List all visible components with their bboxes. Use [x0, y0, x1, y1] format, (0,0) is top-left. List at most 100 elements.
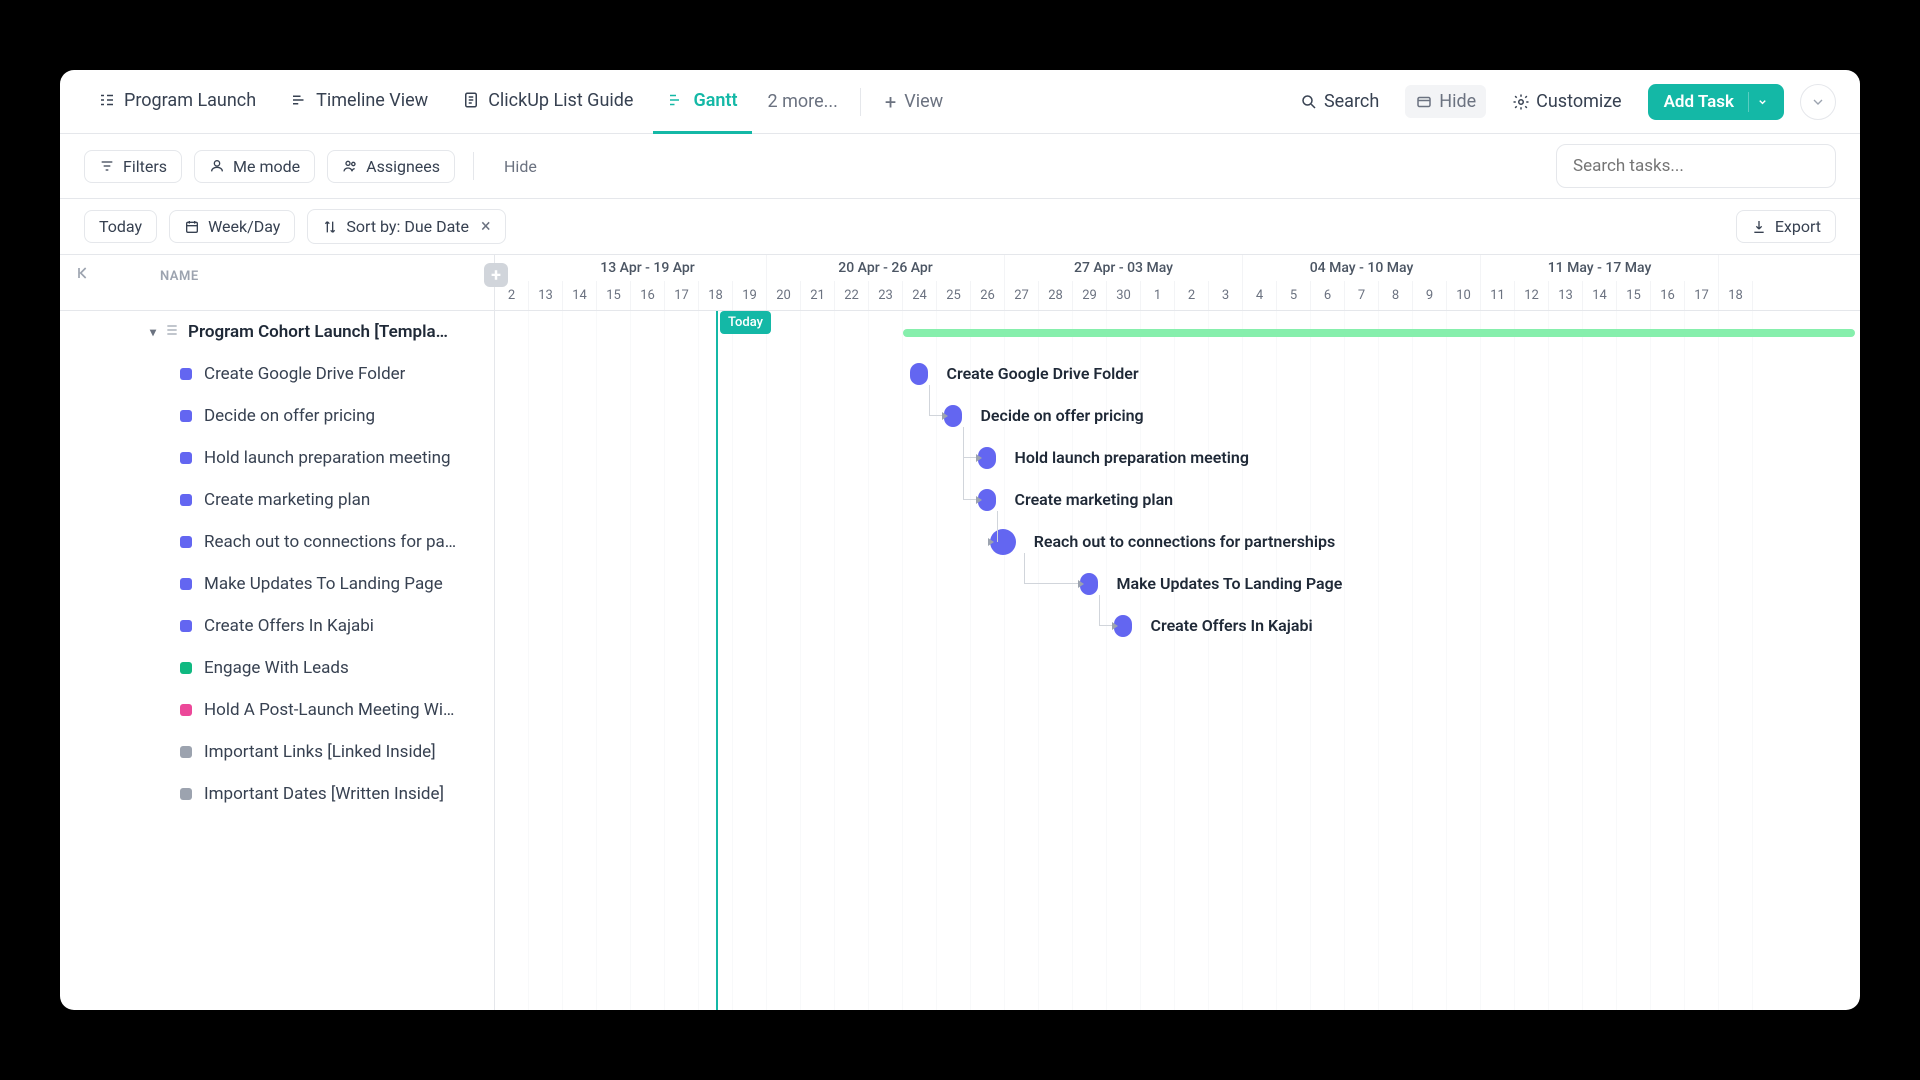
- right-actions: Search Hide Customize Add Task: [1290, 84, 1836, 120]
- summary-bar[interactable]: [903, 329, 1855, 337]
- group-row[interactable]: ▾ Program Cohort Launch [Templa…: [60, 311, 494, 353]
- download-icon: [1751, 219, 1767, 235]
- task-row[interactable]: Create Google Drive Folder: [60, 353, 494, 395]
- tab-clickup-list-guide[interactable]: ClickUp List Guide: [448, 70, 647, 134]
- day-label: 7: [1345, 281, 1379, 310]
- task-row[interactable]: Hold launch preparation meeting: [60, 437, 494, 479]
- gantt-body[interactable]: Today Create Google Drive Folder Decide on…: [495, 311, 1860, 1010]
- view-tabs: Program Launch Timeline View ClickUp Lis…: [60, 70, 1860, 134]
- status-square: [180, 704, 192, 716]
- add-task-button[interactable]: Add Task: [1648, 84, 1784, 120]
- status-square: [180, 452, 192, 464]
- day-label: 14: [1583, 281, 1617, 310]
- customize-button[interactable]: Customize: [1502, 85, 1631, 118]
- add-view-button[interactable]: + View: [873, 90, 955, 114]
- filters-button[interactable]: Filters: [84, 150, 182, 183]
- day-label: 14: [563, 281, 597, 310]
- status-square: [180, 620, 192, 632]
- range-button[interactable]: Week/Day: [169, 210, 295, 243]
- me-mode-button[interactable]: Me mode: [194, 150, 315, 183]
- timeline-icon: [290, 91, 308, 109]
- add-column-button[interactable]: +: [484, 263, 508, 287]
- group-label: Program Cohort Launch [Templa…: [188, 322, 448, 342]
- task-row[interactable]: Decide on offer pricing: [60, 395, 494, 437]
- day-label: 3: [1209, 281, 1243, 310]
- list-icon: [164, 322, 180, 343]
- close-icon[interactable]: ×: [481, 216, 491, 237]
- task-row[interactable]: Important Dates [Written Inside]: [60, 773, 494, 815]
- tab-timeline-view[interactable]: Timeline View: [276, 70, 442, 134]
- task-row[interactable]: Engage With Leads: [60, 647, 494, 689]
- day-label: 4: [1243, 281, 1277, 310]
- task-row[interactable]: Important Links [Linked Inside]: [60, 731, 494, 773]
- day-label: 13: [529, 281, 563, 310]
- hide-button[interactable]: Hide: [1405, 85, 1486, 118]
- day-label: 18: [699, 281, 733, 310]
- plus-icon: +: [885, 90, 896, 114]
- search-label: Search: [1324, 91, 1379, 112]
- gantt-bar-label: Decide on offer pricing: [981, 406, 1144, 425]
- week-row: 13 Apr - 19 Apr20 Apr - 26 Apr27 Apr - 0…: [495, 255, 1860, 281]
- day-label: 11: [1481, 281, 1515, 310]
- task-label: Engage With Leads: [204, 658, 349, 678]
- gear-icon: [1512, 93, 1530, 111]
- tab-label: Program Launch: [124, 90, 256, 111]
- task-label: Hold A Post-Launch Meeting Wi…: [204, 700, 454, 720]
- task-label: Important Dates [Written Inside]: [204, 784, 444, 804]
- day-label: 12: [1515, 281, 1549, 310]
- hide-icon: [1415, 93, 1433, 111]
- today-label: Today: [99, 217, 142, 236]
- task-row[interactable]: Make Updates To Landing Page: [60, 563, 494, 605]
- day-label: 2: [1175, 281, 1209, 310]
- day-label: 18: [1719, 281, 1753, 310]
- gantt-header: 13 Apr - 19 Apr20 Apr - 26 Apr27 Apr - 0…: [495, 255, 1860, 311]
- task-label: Reach out to connections for pa…: [204, 532, 456, 552]
- status-square: [180, 494, 192, 506]
- dependency-arrow-icon: [942, 412, 948, 420]
- day-label: 10: [1447, 281, 1481, 310]
- hide-option[interactable]: Hide: [492, 151, 549, 182]
- tab-program-launch[interactable]: Program Launch: [84, 70, 270, 134]
- task-row[interactable]: Reach out to connections for pa…: [60, 521, 494, 563]
- caret-down-icon: ▾: [150, 325, 156, 339]
- gantt-chart[interactable]: 13 Apr - 19 Apr20 Apr - 26 Apr27 Apr - 0…: [495, 255, 1860, 1010]
- day-label: 26: [971, 281, 1005, 310]
- status-square: [180, 368, 192, 380]
- assignees-button[interactable]: Assignees: [327, 150, 455, 183]
- people-icon: [342, 158, 358, 174]
- search-tasks-input[interactable]: [1556, 144, 1836, 188]
- task-list-sidebar: + NAME ▾ Program Cohort Launch [Templa… …: [60, 255, 495, 1010]
- name-column-header: NAME: [60, 255, 494, 311]
- task-row[interactable]: Create marketing plan: [60, 479, 494, 521]
- week-label: 27 Apr - 03 May: [1005, 255, 1243, 281]
- day-label: 21: [801, 281, 835, 310]
- dependency-arrow-icon: [1078, 580, 1084, 588]
- more-views[interactable]: 2 more...: [758, 91, 848, 112]
- gantt-bar-label: Hold launch preparation meeting: [1015, 448, 1249, 467]
- status-square: [180, 662, 192, 674]
- week-label: 11 May - 17 May: [1481, 255, 1719, 281]
- search-icon: [1300, 93, 1318, 111]
- export-button[interactable]: Export: [1736, 210, 1836, 243]
- week-label: 04 May - 10 May: [1243, 255, 1481, 281]
- day-label: 15: [1617, 281, 1651, 310]
- dependency-arrow-icon: [1112, 622, 1118, 630]
- today-badge: Today: [720, 311, 771, 334]
- main-area: + NAME ▾ Program Cohort Launch [Templa… …: [60, 255, 1860, 1010]
- search-button[interactable]: Search: [1290, 85, 1389, 118]
- collapse-button[interactable]: [1800, 84, 1836, 120]
- today-button[interactable]: Today: [84, 210, 157, 243]
- sort-button[interactable]: Sort by: Due Date ×: [307, 209, 505, 244]
- tab-gantt[interactable]: Gantt: [653, 70, 751, 134]
- day-label: 29: [1073, 281, 1107, 310]
- task-row[interactable]: Create Offers In Kajabi: [60, 605, 494, 647]
- gantt-bar-label: Create Google Drive Folder: [947, 364, 1139, 383]
- chevron-down-icon[interactable]: [1748, 92, 1768, 112]
- day-label: 23: [869, 281, 903, 310]
- divider: [473, 152, 474, 180]
- tab-label: Gantt: [693, 90, 737, 111]
- task-row[interactable]: Hold A Post-Launch Meeting Wi…: [60, 689, 494, 731]
- collapse-sidebar-icon[interactable]: [74, 263, 94, 287]
- day-label: 25: [937, 281, 971, 310]
- gantt-bar[interactable]: [910, 363, 929, 385]
